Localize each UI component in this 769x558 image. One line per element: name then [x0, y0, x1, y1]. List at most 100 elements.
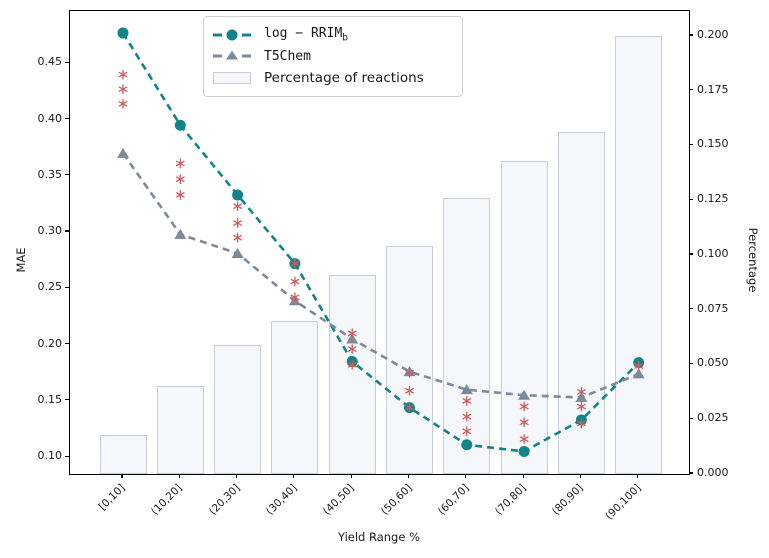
- significance-asterisk-7-2: [519, 434, 529, 445]
- ytick-label-right-4: 0.100: [697, 246, 729, 260]
- asterisk-spoke: [175, 192, 185, 198]
- marker-circle-log-RRIM_b-6: [461, 439, 473, 451]
- ytick-label-right-5: 0.125: [697, 192, 729, 206]
- marker-triangle-T5Chem-0: [117, 147, 129, 158]
- xtick-9: [637, 474, 639, 478]
- xtick-3: [293, 474, 295, 478]
- xtick-0: [121, 474, 123, 478]
- significance-asterisk-3-1: [290, 276, 300, 287]
- line-log-RRIM_b: [121, 32, 640, 453]
- asterisk-spoke: [577, 389, 586, 395]
- ytick-label-left-5: 0.35: [37, 167, 63, 181]
- xtick-1: [178, 474, 180, 478]
- significance-asterisk-6-2: [462, 426, 472, 437]
- asterisk-spoke: [462, 428, 472, 435]
- bar-2: [214, 344, 262, 474]
- significance-asterisk-8-1: [577, 401, 586, 412]
- significance-asterisk-7-0: [519, 401, 529, 412]
- marker-triangle-T5Chem-2: [231, 247, 244, 258]
- line-T5Chem: [121, 152, 640, 399]
- asterisk-spoke: [577, 420, 586, 427]
- gray-dashed-line-triangle-icon: [213, 50, 251, 60]
- asterisk-spoke: [405, 369, 414, 376]
- ytick-label-left-1: 0.15: [37, 392, 63, 406]
- marker-circle-log-RRIM_b-1: [174, 119, 186, 131]
- significance-asterisk-3-2: [290, 292, 300, 303]
- asterisk-spoke: [118, 86, 128, 92]
- ytick-right-3: [689, 308, 693, 310]
- ytick-label-right-3: 0.075: [697, 301, 729, 315]
- xtick-2: [236, 474, 238, 478]
- significance-asterisk-8-2: [577, 418, 586, 429]
- ytick-left-1: [65, 399, 69, 401]
- ytick-label-right-8: 0.200: [697, 27, 729, 41]
- asterisk-spoke: [290, 294, 300, 301]
- ytick-label-left-4: 0.30: [37, 224, 63, 238]
- ytick-label-right-1: 0.025: [697, 411, 729, 425]
- asterisk-spoke: [347, 362, 357, 368]
- significance-asterisk-4-0: [347, 328, 357, 339]
- significance-asterisk-3-0: [290, 258, 300, 269]
- bar-9: [615, 35, 663, 474]
- xtick-7: [522, 474, 524, 478]
- marker-triangle-T5Chem-1: [174, 228, 187, 239]
- ytick-label-left-3: 0.25: [37, 280, 63, 294]
- marker-triangle-T5Chem-9: [632, 368, 645, 379]
- significance-asterisk-2-2: [233, 232, 242, 243]
- asterisk-spoke: [347, 346, 357, 352]
- asterisk-spoke: [347, 330, 357, 337]
- significance-asterisk-4-1: [347, 344, 357, 355]
- legend: log − RRIMb T5Chem Percentage of reactio…: [203, 16, 463, 97]
- asterisk-spoke: [577, 403, 586, 410]
- significance-asterisk-0-2: [118, 98, 128, 109]
- asterisk-spoke: [634, 363, 644, 369]
- chart-canvas: [117, 27, 645, 457]
- x-axis-label: Yield Range %: [337, 530, 421, 544]
- legend-label-percentage: Percentage of reactions: [264, 69, 424, 86]
- legend-label-log-rrim-subscript: b: [342, 32, 349, 44]
- ytick-right-6: [689, 143, 693, 146]
- bar-0: [99, 434, 147, 474]
- bar-3: [271, 320, 319, 474]
- asterisk-spoke: [519, 403, 529, 410]
- ytick-right-0: [689, 472, 693, 474]
- legend-label-log-rrim: log − RRIMb: [264, 26, 348, 44]
- marker-triangle-T5Chem-6: [460, 384, 473, 395]
- teal-dashed-line-circle-icon: [213, 29, 251, 40]
- significance-asterisk-7-1: [519, 417, 529, 428]
- significance-asterisk-2-0: [233, 201, 242, 212]
- asterisk-spoke: [233, 234, 242, 241]
- significance-asterisk-1-0: [175, 158, 185, 169]
- ytick-label-right-7: 0.175: [697, 82, 729, 96]
- significance-asterisk-5-1: [405, 385, 414, 396]
- asterisk-spoke: [118, 71, 128, 78]
- ytick-left-4: [65, 230, 69, 232]
- asterisk-spoke: [233, 220, 242, 226]
- significance-asterisk-2-1: [233, 218, 242, 229]
- ytick-label-left-2: 0.20: [37, 336, 63, 350]
- asterisk-spoke: [175, 176, 185, 183]
- ytick-right-1: [689, 417, 693, 419]
- bar-5: [386, 246, 433, 474]
- ytick-label-left-0: 0.10: [37, 449, 63, 463]
- xtick-6: [465, 474, 467, 478]
- marker-triangle-T5Chem-8: [575, 391, 588, 402]
- xtick-5: [407, 474, 410, 478]
- significance-asterisk-0-0: [118, 69, 128, 80]
- significance-asterisk-1-2: [175, 190, 185, 200]
- ytick-label-left-7: 0.45: [37, 55, 63, 69]
- ytick-right-5: [689, 198, 693, 200]
- legend-label-log-rrim-text: log − RRIM: [264, 25, 343, 41]
- ytick-left-2: [65, 343, 69, 345]
- marker-circle-log-RRIM_b-2: [232, 189, 244, 201]
- xtick-8: [579, 474, 581, 478]
- ytick-right-7: [689, 89, 693, 91]
- asterisk-spoke: [118, 101, 128, 107]
- ytick-left-7: [65, 61, 69, 63]
- asterisk-spoke: [462, 398, 472, 404]
- asterisk-spoke: [175, 160, 185, 167]
- ytick-left-3: [65, 286, 69, 288]
- legend-entry-percentage: Percentage of reactions: [213, 67, 452, 88]
- ytick-label-right-2: 0.050: [697, 356, 729, 370]
